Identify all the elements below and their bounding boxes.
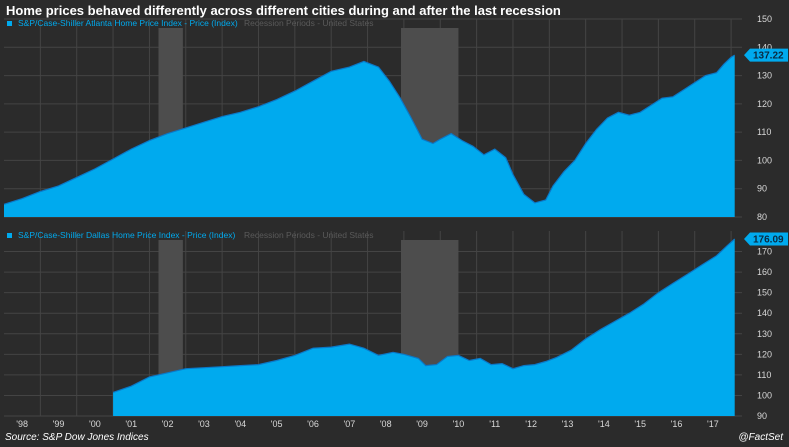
dallas-y-tick-label: 150 (757, 288, 772, 298)
x-tick-label: '00 (89, 419, 101, 429)
x-tick-label: '07 (344, 419, 356, 429)
x-tick-label: '09 (416, 419, 428, 429)
atlanta-price-area (4, 55, 735, 217)
x-tick-label: '15 (634, 419, 646, 429)
x-tick-label: '14 (598, 419, 610, 429)
dallas-y-tick-label: 160 (757, 267, 772, 277)
x-tick-label: '08 (380, 419, 392, 429)
dallas-y-tick-label: 110 (757, 370, 771, 380)
x-tick-label: '17 (707, 419, 719, 429)
x-tick-label: '13 (562, 419, 574, 429)
dallas-y-tick-label: 100 (757, 390, 772, 400)
atlanta-last-value-box (744, 48, 788, 62)
atlanta-y-tick-label: 140 (757, 42, 772, 52)
dallas-y-tick-label: 90 (757, 411, 767, 421)
dallas-last-value-box (744, 232, 788, 246)
x-tick-label: '11 (489, 419, 500, 429)
x-tick-label: '98 (16, 419, 28, 429)
x-tick-label: '10 (453, 419, 465, 429)
x-tick-label: '16 (671, 419, 683, 429)
dallas-y-tick-label: 140 (757, 308, 772, 318)
credit-note: @FactSet (738, 432, 783, 443)
dallas-y-tick-label: 120 (757, 349, 772, 359)
atlanta-legend-recession-label: Recession Periods - United States (244, 18, 373, 28)
atlanta-y-tick-label: 100 (757, 155, 772, 165)
x-tick-label: '01 (125, 419, 137, 429)
x-tick-label: '04 (234, 419, 246, 429)
x-tick-label: '02 (162, 419, 174, 429)
x-tick-label: '12 (525, 419, 537, 429)
dallas-y-tick-label: 130 (757, 329, 772, 339)
dallas-y-tick-label: 170 (757, 247, 772, 257)
atlanta-y-tick-label: 150 (757, 14, 772, 24)
atlanta-legend-swatch (7, 21, 12, 26)
atlanta-y-tick-label: 90 (757, 184, 767, 194)
x-tick-label: '03 (198, 419, 210, 429)
atlanta-panel: 80 90 100 110 120 130 140 150 137.22 S&P/Case-Shi… (3, 14, 788, 222)
atlanta-y-tick-label: 130 (757, 71, 772, 81)
atlanta-y-tick-label: 80 (757, 212, 767, 222)
dallas-price-area (113, 239, 735, 416)
dallas-last-value-label: 176.09 (753, 235, 784, 246)
dallas-legend-series-label: S&P/Case-Shiller Dallas Home Price Index… (18, 230, 235, 240)
atlanta-price-line (3, 54, 736, 205)
atlanta-last-value-label: 137.22 (753, 51, 784, 62)
chart-title: Home prices behaved differently across d… (6, 3, 561, 18)
atlanta-legend-series-label: S&P/Case-Shiller Atlanta Home Price Inde… (18, 18, 238, 28)
x-tick-label: '06 (307, 419, 319, 429)
x-tick-label: '99 (53, 419, 65, 429)
dallas-legend-recession-label: Recession Periods - United States (244, 230, 373, 240)
dallas-legend-swatch (7, 233, 12, 238)
atlanta-y-tick-label: 110 (757, 127, 771, 137)
atlanta-y-tick-label: 120 (757, 99, 772, 109)
x-tick-label: '05 (271, 419, 283, 429)
dallas-price-line (112, 238, 736, 393)
x-axis: '98 '99 '00 '01 '02 '03 '04 '05 '06 '07 '08 '09 '10 '… (16, 419, 718, 429)
source-note: Source: S&P Dow Jones Indices (5, 432, 149, 443)
